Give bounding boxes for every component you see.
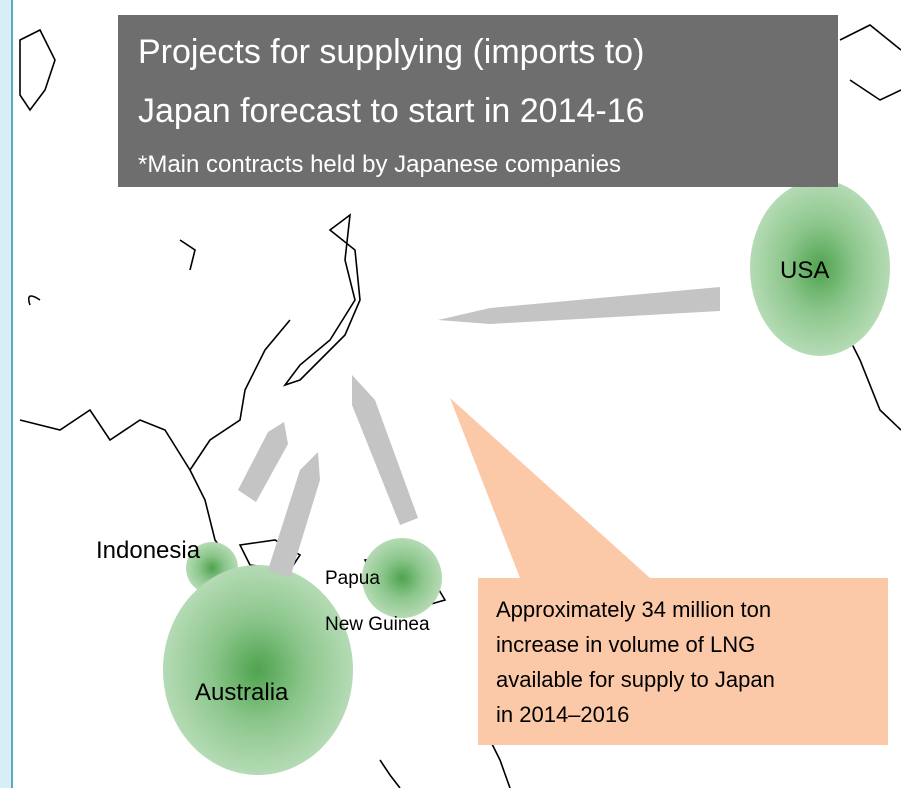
region-label: Australia	[195, 679, 289, 706]
callout-line: in 2014–2016	[496, 702, 629, 727]
australia-circle	[163, 565, 353, 775]
usa-circle	[750, 180, 890, 356]
callout-line: Approximately 34 million ton	[496, 597, 771, 622]
region-label: Papua	[325, 568, 380, 589]
region-label: New Guinea	[325, 614, 430, 635]
arrows	[238, 287, 720, 578]
region-label: USA	[780, 257, 829, 284]
left-strip	[0, 0, 12, 788]
region-label: Indonesia	[96, 537, 201, 564]
title-line: Projects for supplying (imports to)	[138, 33, 644, 71]
callout-line: increase in volume of LNG	[496, 632, 755, 657]
subtitle: *Main contracts held by Japanese compani…	[138, 151, 621, 178]
title-box	[118, 15, 838, 187]
callout-line: available for supply to Japan	[496, 667, 775, 692]
png-circle	[362, 538, 442, 618]
title-line: Japan forecast to start in 2014-16	[138, 92, 645, 130]
callout-box	[450, 398, 888, 745]
